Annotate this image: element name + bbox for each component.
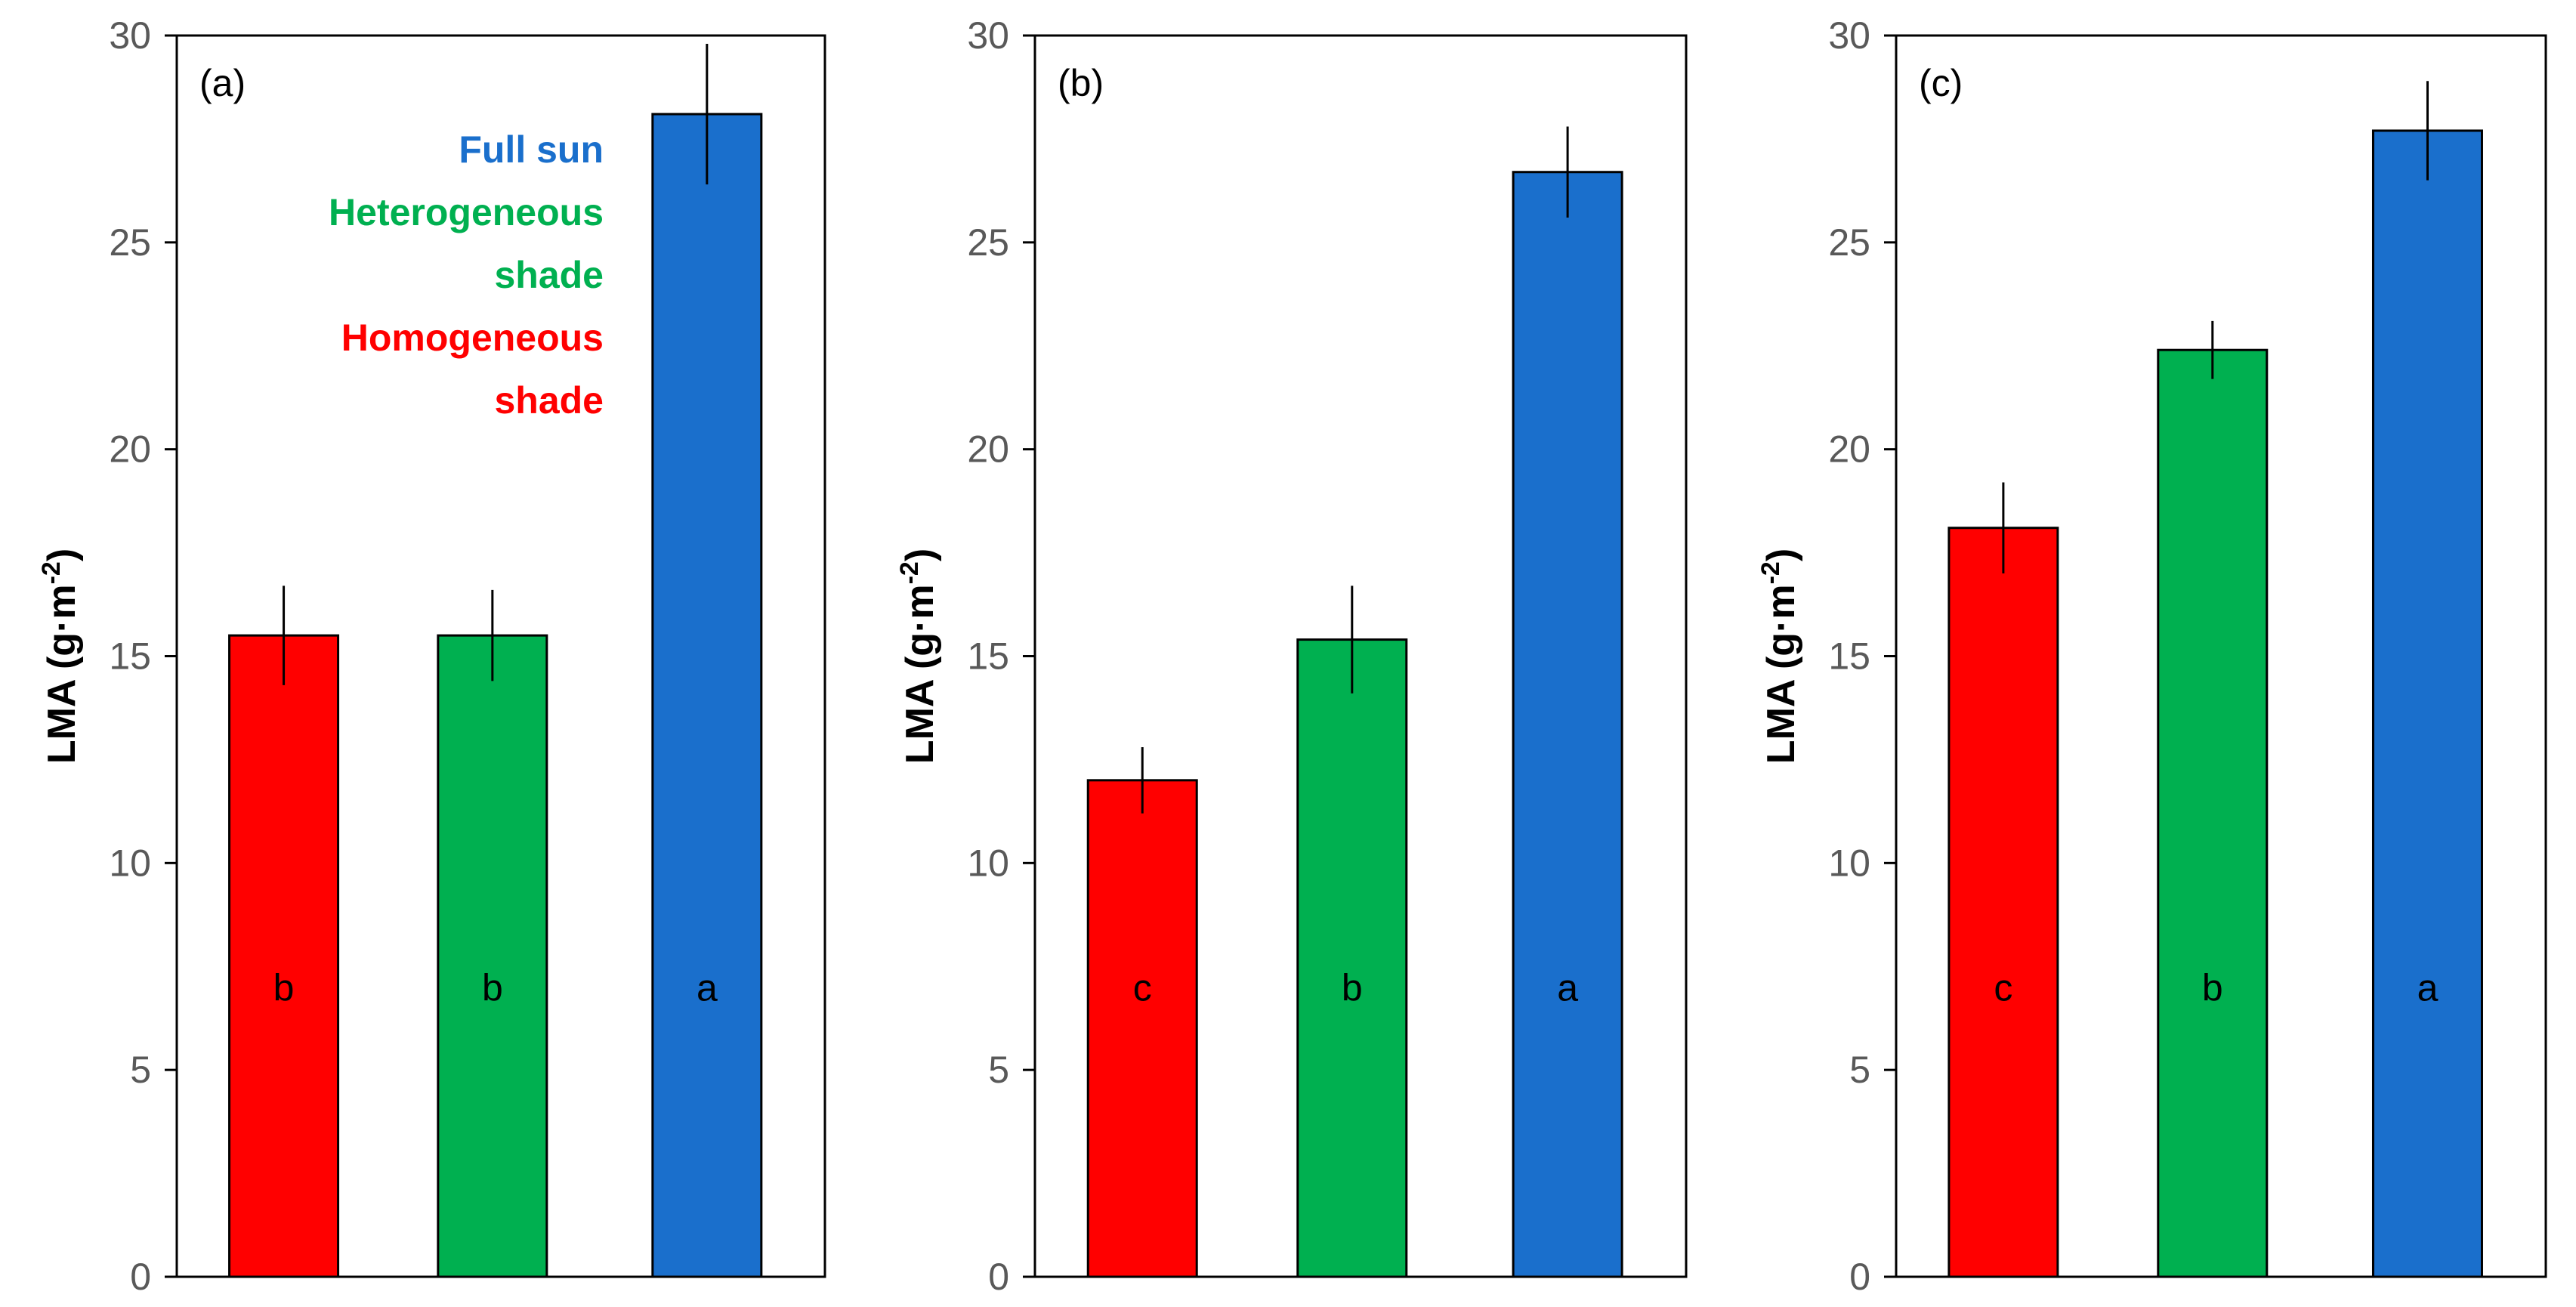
bar-1: [1086, 779, 1198, 1278]
significance-letter-2: b: [1342, 967, 1363, 1009]
y-tick-label: 15: [1828, 635, 1870, 678]
bar-3: [651, 113, 763, 1278]
legend-entry-3: Homogeneous: [341, 317, 604, 359]
plot-frame: [1033, 34, 1688, 1278]
y-tick-label: 25: [967, 221, 1009, 264]
y-tick-label: 30: [967, 14, 1009, 57]
chart-panel-2: 0 5 10 15 20 25 30 LMA (g·m-2) c b a (b): [895, 14, 1688, 1298]
significance-letter-1: c: [1133, 967, 1152, 1009]
bar-1: [228, 634, 340, 1278]
legend-entry-3: shade: [494, 379, 604, 422]
bar-2: [1296, 638, 1408, 1278]
plot-frame: [1895, 34, 2547, 1278]
y-tick-label: 15: [967, 635, 1009, 678]
legend-entry-2: Heterogeneous: [329, 191, 604, 233]
y-axis-title: LMA (g·m-2): [895, 548, 942, 764]
y-axis-title-main: LMA (g·m: [898, 584, 942, 764]
chart-panel-3: 0 5 10 15 20 25 30 LMA (g·m-2) c b a (c): [1756, 14, 2547, 1298]
bar-1: [1947, 527, 2059, 1278]
y-tick-label: 5: [1849, 1049, 1870, 1091]
y-axis-title-close: ): [898, 548, 942, 561]
bar-2: [437, 634, 548, 1278]
significance-letter-2: b: [2202, 967, 2223, 1009]
y-tick-label: 5: [130, 1049, 151, 1091]
y-axis-title: LMA (g·m-2): [37, 548, 84, 764]
significance-letter-2: b: [482, 967, 503, 1009]
y-tick-label: 10: [109, 842, 151, 884]
bar-2: [2157, 348, 2269, 1278]
y-axis-title: LMA (g·m-2): [1756, 548, 1803, 764]
panel-label: (a): [199, 62, 246, 104]
significance-letter-1: b: [273, 967, 295, 1009]
plot-frame: [175, 34, 826, 1278]
significance-letter-3: a: [1557, 967, 1578, 1009]
y-tick-label: 25: [1828, 221, 1870, 264]
legend-entry-1: Full sun: [459, 128, 604, 171]
panel-label: (c): [1919, 62, 1963, 104]
y-axis-title-close: ): [1759, 548, 1803, 561]
bar-3: [2371, 129, 2483, 1278]
y-axis-title-close: ): [40, 548, 84, 561]
y-tick-label: 0: [988, 1256, 1009, 1298]
y-tick-label: 0: [1849, 1256, 1870, 1298]
y-tick-label: 30: [109, 14, 151, 57]
y-tick-label: 30: [1828, 14, 1870, 57]
y-tick-label: 25: [109, 221, 151, 264]
y-tick-label: 20: [967, 428, 1009, 471]
bar-3: [1512, 171, 1623, 1278]
significance-letter-3: a: [697, 967, 718, 1009]
y-axis-title-superscript: -2: [1756, 561, 1785, 584]
y-tick-label: 5: [988, 1049, 1009, 1091]
y-axis-title-main: LMA (g·m: [40, 584, 84, 764]
y-tick-label: 10: [967, 842, 1009, 884]
significance-letter-1: c: [1994, 967, 2012, 1009]
y-tick-label: 0: [130, 1256, 151, 1298]
y-tick-label: 20: [1828, 428, 1870, 471]
chart-panel-1: 0 5 10 15 20 25 30 LMA (g·m-2) b b a (a) Full sun Het…: [37, 14, 826, 1298]
significance-letter-3: a: [2417, 967, 2439, 1009]
y-tick-label: 20: [109, 428, 151, 471]
y-axis-title-superscript: -2: [895, 561, 924, 584]
y-tick-label: 10: [1828, 842, 1870, 884]
y-tick-label: 15: [109, 635, 151, 678]
legend-entry-2: shade: [494, 254, 604, 296]
y-axis-title-superscript: -2: [37, 561, 66, 584]
panel-label: (b): [1058, 62, 1104, 104]
y-axis-title-main: LMA (g·m: [1759, 584, 1803, 764]
